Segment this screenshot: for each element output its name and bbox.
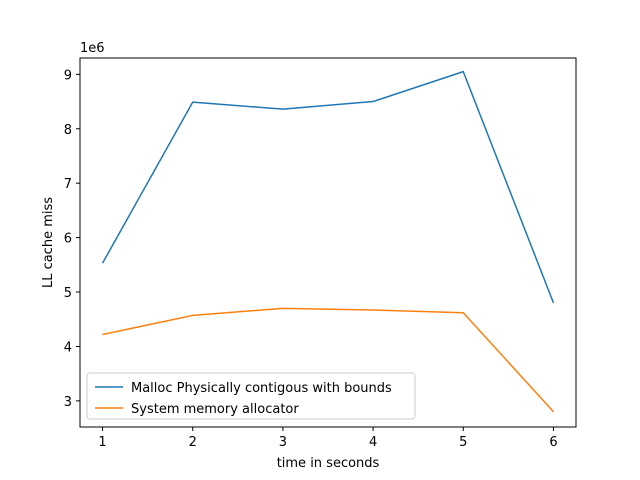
x-tick-label: 6 [549, 435, 557, 450]
legend: Malloc Physically contigous with bounds S… [86, 372, 416, 420]
series-line-2 [102, 307, 555, 413]
y-tick-label: 4 [64, 340, 72, 355]
legend-label-1: Malloc Physically contigous with bounds [131, 381, 392, 396]
series-layer [101, 70, 555, 413]
y-axis-offset-label: 1e6 [80, 41, 105, 56]
x-tick-label: 4 [369, 435, 377, 450]
x-tick-label: 3 [279, 435, 287, 450]
y-tick-label: 6 [64, 232, 72, 247]
x-axis-label: time in seconds [277, 456, 380, 471]
y-axis: 3 4 5 6 7 8 9 [64, 68, 80, 410]
y-tick-label: 8 [64, 123, 72, 138]
x-tick-label: 1 [98, 435, 106, 450]
series-line-1 [101, 70, 555, 304]
y-axis-label: LL cache miss [41, 197, 56, 288]
y-tick-label: 9 [64, 68, 72, 83]
plot-frame [79, 57, 577, 428]
x-axis: 1 2 3 4 5 6 [98, 427, 558, 450]
x-tick-label: 2 [189, 435, 197, 450]
y-tick-label: 5 [64, 286, 72, 301]
x-tick-label: 5 [459, 435, 467, 450]
y-tick-label: 7 [64, 177, 72, 192]
legend-label-2: System memory allocator [131, 402, 299, 417]
y-tick-label: 3 [64, 395, 72, 410]
legend-box [86, 372, 416, 420]
